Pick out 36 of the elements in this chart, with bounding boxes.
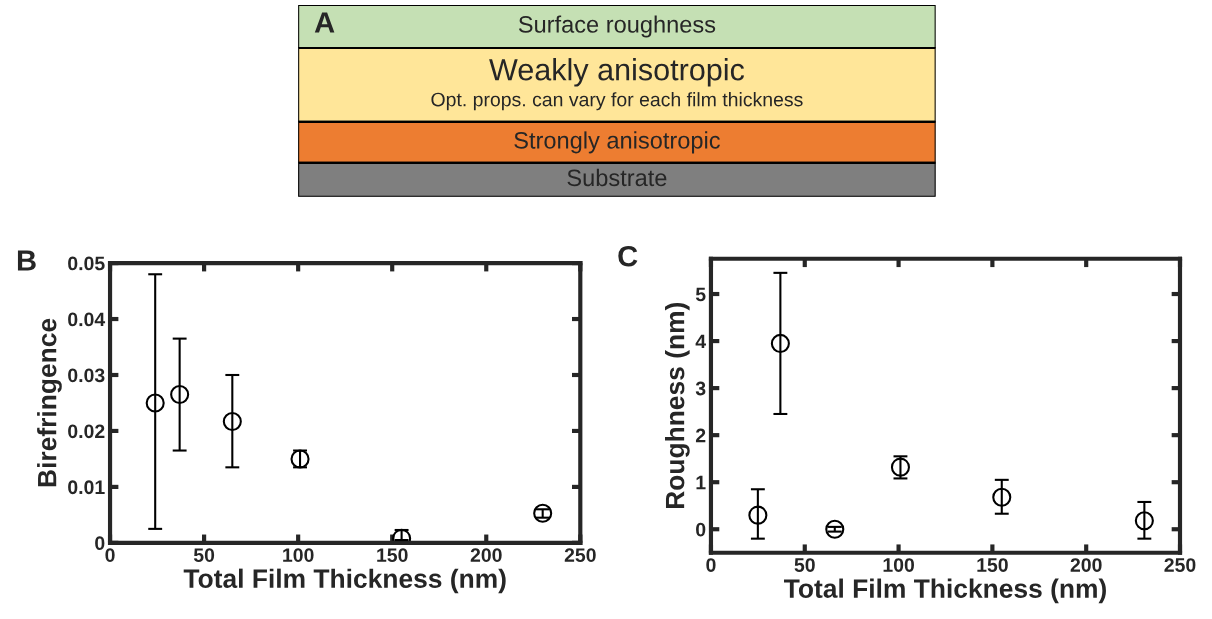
text: Opt. props. can vary for each film thickness: [431, 92, 803, 111]
y-tick-label: 0: [95, 536, 105, 551]
x-tick-label: 0: [105, 548, 115, 563]
category-label: Substrate: [567, 168, 667, 187]
y-tick-label: 0.03: [68, 368, 105, 383]
x-tick-label: 250: [1164, 558, 1196, 572]
y-tick-label: 0.04: [68, 312, 106, 327]
y-tick-label: 2: [695, 428, 706, 443]
x-tick-label: 100: [883, 558, 914, 572]
y-tick-label: 5: [695, 287, 706, 302]
y-tick-label: 0: [696, 522, 706, 537]
category-label: Weakly anisotropic: [489, 58, 745, 87]
x-tick-label: 0: [706, 558, 716, 572]
category-label: Surface roughness: [518, 15, 716, 38]
y-tick-label: 0.02: [68, 424, 105, 439]
x-tick-label: 150: [977, 558, 1008, 572]
x-axis-title: Total Film Thickness (nm): [183, 568, 506, 594]
text: C: [618, 245, 638, 267]
text: B: [17, 250, 36, 271]
y-axis-title: Roughness (nm): [665, 302, 690, 509]
x-tick-label: 50: [794, 558, 815, 572]
y-axis-title: Birefringence: [37, 318, 62, 487]
category-label: Strongly anisotropic: [514, 131, 720, 154]
x-tick-label: 250: [564, 548, 596, 563]
x-tick-label: 200: [1070, 558, 1102, 572]
y-tick-label: 4: [695, 334, 706, 349]
y-tick-label: 0.01: [68, 480, 105, 495]
text: A: [314, 12, 335, 33]
x-tick-label: 100: [283, 548, 314, 563]
x-axis-title: Total Film Thickness (nm): [784, 578, 1106, 604]
x-tick-label: 200: [470, 548, 502, 563]
y-tick-label: 1: [696, 475, 706, 490]
y-tick-label: 0.05: [68, 256, 105, 271]
x-tick-label: 150: [377, 548, 408, 563]
y-tick-label: 3: [695, 381, 706, 396]
x-tick-label: 50: [193, 548, 215, 563]
